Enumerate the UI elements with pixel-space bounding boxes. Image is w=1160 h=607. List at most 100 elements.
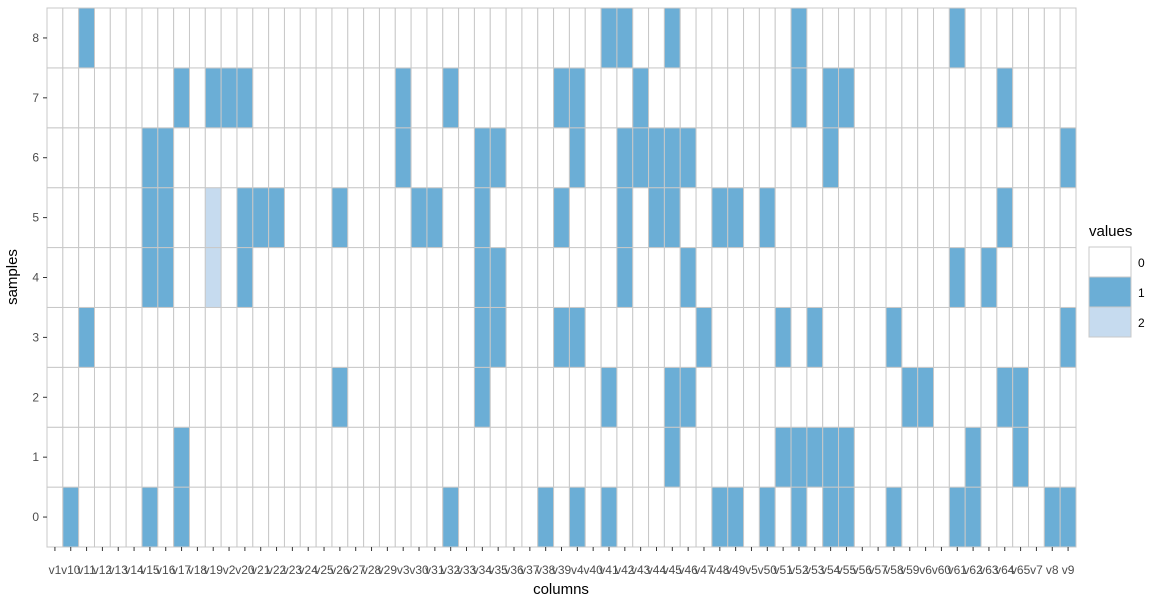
heatmap-cell — [252, 306, 270, 368]
heatmap-cell — [806, 247, 824, 308]
heatmap-cell — [948, 67, 966, 129]
heatmap-cell — [1028, 127, 1045, 189]
heatmap-cell — [568, 67, 586, 129]
heatmap-cell — [917, 426, 935, 488]
heatmap-cell — [331, 67, 349, 129]
heatmap-cell — [78, 426, 95, 488]
y-tick-label: 3 — [32, 330, 39, 344]
heatmap-cell — [299, 486, 317, 548]
heatmap-cell — [933, 247, 950, 308]
heatmap-cell — [394, 366, 412, 428]
heatmap-cell — [78, 306, 95, 368]
heatmap-cell — [315, 486, 333, 548]
x-tick-label: v29 — [378, 563, 398, 577]
heatmap-cell — [806, 67, 824, 129]
heatmap-cell — [489, 306, 507, 368]
x-tick-label: v61 — [948, 563, 968, 577]
heatmap-cell — [774, 7, 792, 69]
heatmap-cell — [1059, 127, 1077, 189]
heatmap-cell — [663, 187, 681, 249]
heatmap-cell — [521, 7, 539, 69]
heatmap-cell — [62, 187, 80, 249]
heatmap-cell — [774, 127, 792, 189]
heatmap-cell — [584, 486, 602, 548]
heatmap-cell — [727, 366, 745, 428]
heatmap-cell — [93, 486, 111, 548]
heatmap-cell — [568, 486, 586, 548]
heatmap-cell — [885, 187, 903, 249]
heatmap-cell — [473, 127, 491, 189]
heatmap-cell — [1059, 7, 1077, 69]
heatmap-cell — [410, 426, 428, 488]
x-tick-label: v14 — [124, 563, 144, 577]
heatmap-cell — [790, 486, 808, 548]
heatmap-cell — [695, 486, 713, 548]
heatmap-cell — [109, 306, 127, 368]
heatmap-cell — [663, 247, 681, 308]
heatmap-cell — [679, 247, 697, 308]
heatmap-cell — [283, 187, 301, 249]
heatmap-cell — [948, 247, 966, 308]
x-tick-label: v37 — [520, 563, 540, 577]
heatmap-cell — [204, 366, 222, 428]
heatmap-cell — [331, 366, 349, 428]
heatmap-cell — [1059, 187, 1077, 249]
heatmap-cell — [442, 247, 460, 308]
y-axis-ticks: 0 1 2 3 4 5 6 7 8 — [32, 31, 47, 524]
heatmap-cell — [948, 366, 966, 428]
heatmap-cell — [204, 7, 222, 69]
x-tick-label: v25 — [314, 563, 334, 577]
heatmap-cell — [410, 187, 428, 249]
heatmap-cell — [1043, 127, 1061, 189]
heatmap-cell — [806, 366, 824, 428]
heatmap-cell — [553, 366, 570, 428]
heatmap-cell — [774, 426, 792, 488]
heatmap-cell — [489, 247, 507, 308]
heatmap-cell — [1059, 366, 1077, 428]
heatmap-cell — [46, 7, 64, 69]
y-axis-title: samples — [4, 249, 21, 305]
heatmap-cell — [46, 67, 64, 129]
heatmap-cell — [78, 7, 95, 69]
heatmap-cell — [1043, 7, 1061, 69]
heatmap-cell — [378, 127, 396, 189]
heatmap-cell — [948, 187, 966, 249]
heatmap-cell — [1043, 366, 1061, 428]
heatmap-cell — [458, 67, 475, 129]
heatmap-cell — [505, 486, 523, 548]
heatmap-cell — [268, 67, 285, 129]
heatmap-cell — [980, 366, 998, 428]
heatmap-cell — [758, 127, 776, 189]
heatmap-cell — [173, 306, 190, 368]
heatmap-cell — [806, 486, 824, 548]
heatmap-cell — [173, 426, 190, 488]
heatmap-cell — [426, 247, 444, 308]
heatmap-cell — [964, 486, 982, 548]
heatmap-cell — [521, 306, 539, 368]
heatmap-cell — [283, 247, 301, 308]
x-tick-label: v17 — [172, 563, 192, 577]
heatmap-cell — [933, 306, 950, 368]
x-tick-label: v60 — [932, 563, 952, 577]
heatmap-cell — [996, 366, 1014, 428]
heatmap-cell — [980, 247, 998, 308]
heatmap-cell — [473, 247, 491, 308]
heatmap-cell — [236, 7, 254, 69]
heatmap-cell — [632, 127, 650, 189]
heatmap-cell — [711, 247, 729, 308]
x-tick-label: v7 — [1030, 563, 1043, 577]
heatmap-cell — [188, 67, 206, 129]
heatmap-cell — [838, 486, 855, 548]
x-tick-label: v59 — [900, 563, 920, 577]
heatmap-cell — [331, 426, 349, 488]
heatmap-cell — [917, 366, 935, 428]
heatmap-cell — [600, 7, 618, 69]
heatmap-cell — [141, 426, 159, 488]
heatmap-cell — [394, 187, 412, 249]
heatmap-cell — [1012, 426, 1030, 488]
heatmap-cell — [157, 67, 175, 129]
heatmap-cell — [869, 366, 887, 428]
heatmap-cell — [727, 127, 745, 189]
heatmap-cell — [996, 127, 1014, 189]
heatmap-cell — [220, 366, 238, 428]
